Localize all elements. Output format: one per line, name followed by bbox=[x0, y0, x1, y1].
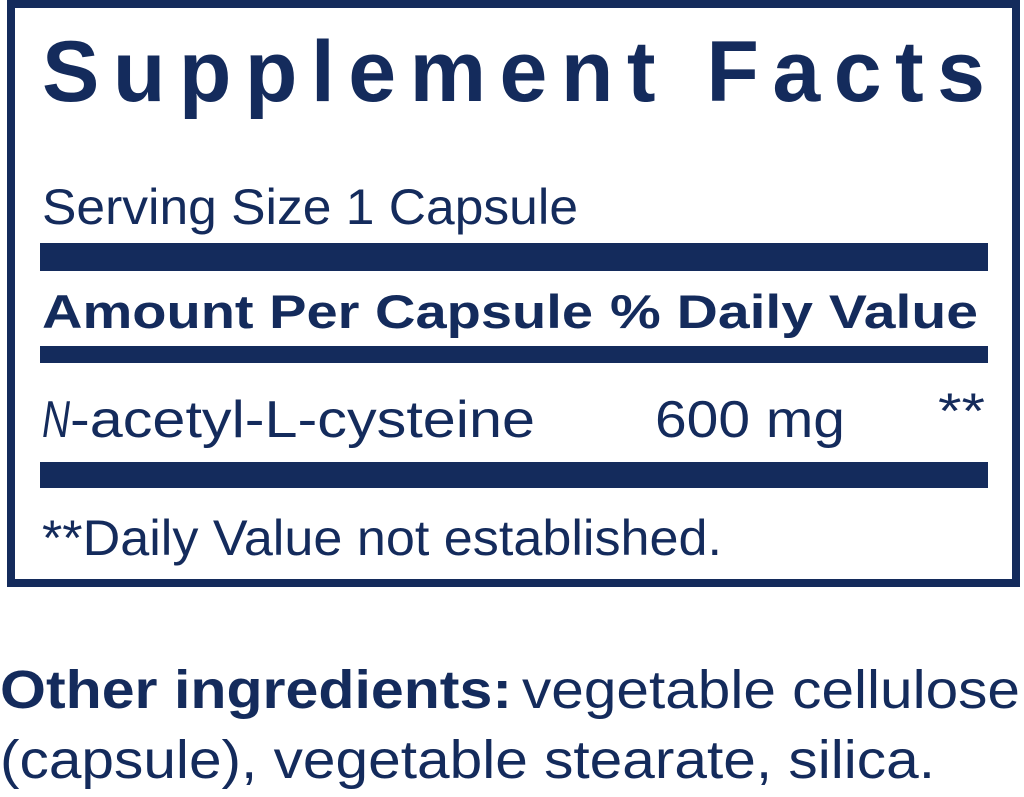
amount-header: Amount Per Capsule bbox=[42, 285, 593, 338]
nutrient-dv: ** bbox=[938, 383, 985, 439]
medium-divider bbox=[40, 346, 988, 363]
panel-border bbox=[7, 0, 1020, 587]
panel-title: Supplement Facts bbox=[42, 24, 985, 120]
daily-value-header: % Daily Value bbox=[610, 285, 978, 338]
serving-size: Serving Size 1 Capsule bbox=[42, 179, 578, 235]
nutrient-name: -acetyl-L-cysteine bbox=[70, 391, 535, 449]
other-ingredients-line2: (capsule), vegetable stearate, silica. bbox=[0, 730, 935, 790]
other-ingredients-line1: vegetable cellulose bbox=[522, 660, 1020, 720]
thick-divider-bottom bbox=[40, 462, 988, 488]
nutrient-row: N -acetyl-L-cysteine 600 mg ** bbox=[42, 383, 985, 449]
nutrient-name-prefix: N bbox=[42, 391, 70, 449]
other-ingredients-label: Other ingredients: bbox=[0, 660, 512, 720]
thick-divider bbox=[40, 243, 988, 271]
footnote: **Daily Value not established. bbox=[42, 510, 722, 566]
nutrient-amount: 600 mg bbox=[655, 391, 845, 449]
